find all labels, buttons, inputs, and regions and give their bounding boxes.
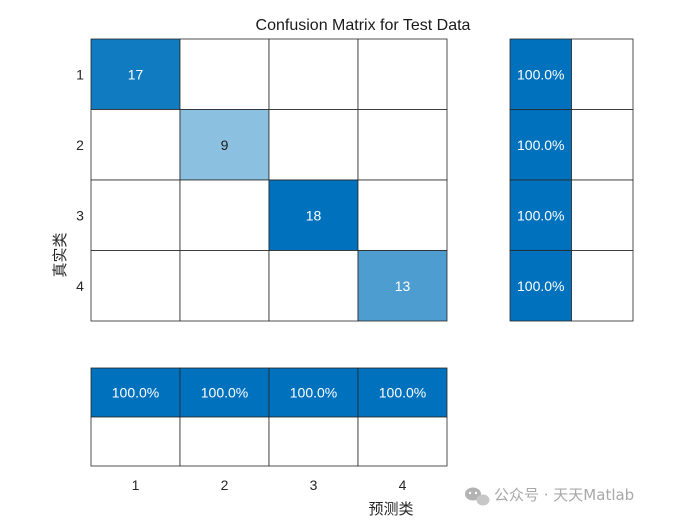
matrix-cell-2-4 (357, 109, 448, 181)
matrix-cell-4-4 (357, 250, 448, 322)
row-summary-value: 100.0% (517, 137, 564, 153)
matrix-cell-1-3 (268, 38, 359, 110)
matrix-cell-3-2 (179, 179, 270, 251)
x-tick-label: 4 (399, 477, 407, 493)
column-summary-incorrect-2 (179, 416, 270, 467)
matrix-cell-value: 9 (221, 137, 229, 153)
column-summary-value: 100.0% (201, 385, 248, 401)
matrix-cell-3-3 (268, 179, 359, 251)
main-matrix: 17 9 18 13 (90, 38, 448, 322)
matrix-cell-value: 13 (395, 278, 411, 294)
matrix-cell-2-2 (179, 109, 270, 181)
column-summary-value: 100.0% (290, 385, 337, 401)
row-summary-correct-4 (509, 250, 572, 322)
row-summary-value: 100.0% (517, 278, 564, 294)
x-tick-label: 3 (310, 477, 318, 493)
row-summary-value: 100.0% (517, 207, 564, 223)
y-tick-label: 2 (76, 137, 84, 153)
wechat-icon (465, 487, 490, 506)
matrix-cell-2-3 (268, 109, 359, 181)
watermark: 公众号 · 天天Matlab (465, 486, 634, 506)
matrix-cell-3-1 (90, 179, 181, 251)
matrix-cell-1-4 (357, 38, 448, 110)
row-summary-correct-1 (509, 38, 572, 110)
row-summary-value: 100.0% (517, 66, 564, 82)
matrix-cell-1-1 (90, 38, 181, 110)
column-summary-correct-4 (357, 367, 448, 418)
row-summary-incorrect-3 (571, 179, 634, 251)
matrix-cell-value: 17 (128, 66, 144, 82)
column-summary-incorrect-3 (268, 416, 359, 467)
row-summary-incorrect-2 (571, 109, 634, 181)
x-tick-label: 1 (132, 477, 140, 493)
watermark-text: 公众号 · 天天Matlab (494, 486, 634, 504)
y-tick-label: 3 (76, 207, 84, 223)
matrix-cell-4-1 (90, 250, 181, 322)
matrix-cell-4-2 (179, 250, 270, 322)
y-axis-label: 真实类 (51, 232, 69, 277)
row-summary-incorrect-1 (571, 38, 634, 110)
tick-labels: 1 1 2 2 3 3 4 4 (76, 66, 407, 493)
column-summary-value: 100.0% (112, 385, 159, 401)
matrix-cell-1-2 (179, 38, 270, 110)
matrix-cell-3-4 (357, 179, 448, 251)
x-tick-label: 2 (221, 477, 229, 493)
matrix-cell-4-3 (268, 250, 359, 322)
row-summary: 100.0% 100.0% 100.0% 100.0% (509, 38, 634, 322)
column-summary-correct-2 (179, 367, 270, 418)
matrix-cell-2-1 (90, 109, 181, 181)
y-tick-label: 4 (76, 278, 84, 294)
matrix-cell-value: 18 (306, 207, 322, 223)
x-axis-label: 预测类 (368, 500, 413, 518)
column-summary-value: 100.0% (379, 385, 426, 401)
column-summary-incorrect-4 (357, 416, 448, 467)
y-tick-label: 1 (76, 66, 84, 82)
row-summary-correct-2 (509, 109, 572, 181)
column-summary-incorrect-1 (90, 416, 181, 467)
chart-title: Confusion Matrix for Test Data (256, 17, 471, 34)
column-summary: 100.0% 100.0% 100.0% 100.0% (90, 367, 448, 467)
row-summary-incorrect-4 (571, 250, 634, 322)
